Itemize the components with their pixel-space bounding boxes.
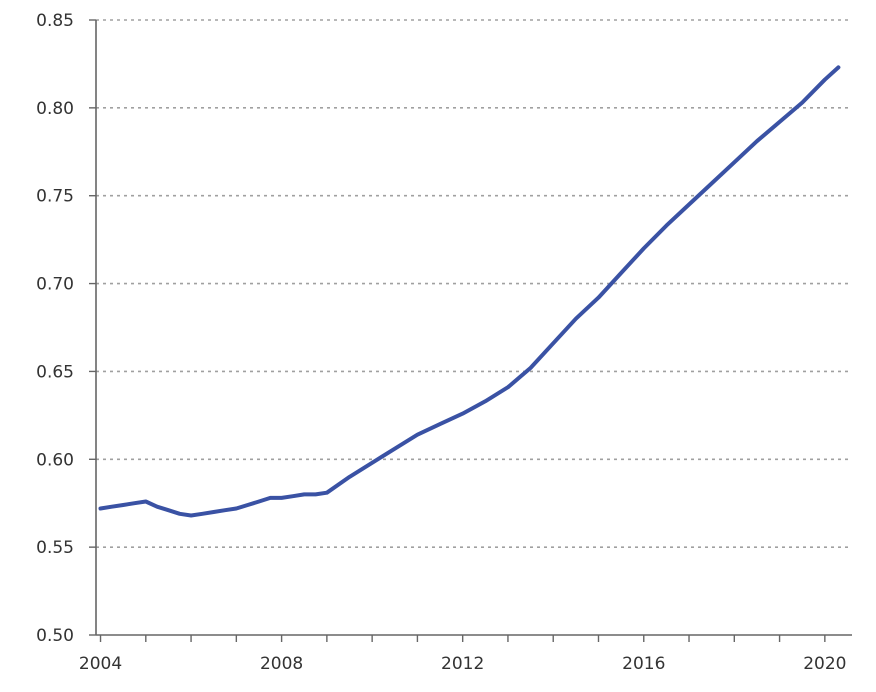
x-tick-label: 2016 bbox=[622, 654, 665, 674]
y-tick-label: 0.60 bbox=[36, 450, 74, 470]
x-tick-label: 2008 bbox=[260, 654, 303, 674]
x-axis-ticks: 2004 2008 2012 2016 2020 bbox=[79, 635, 846, 674]
y-tick-label: 0.70 bbox=[36, 275, 74, 295]
y-tick-label: 0.75 bbox=[36, 187, 74, 207]
x-tick-label: 2020 bbox=[803, 654, 846, 674]
axes bbox=[95, 20, 852, 636]
series-line bbox=[98, 65, 841, 518]
series-layer bbox=[98, 65, 841, 518]
y-tick-label: 0.80 bbox=[36, 99, 74, 119]
y-tick-label: 0.85 bbox=[36, 11, 74, 31]
y-tick-label: 0.50 bbox=[36, 626, 74, 646]
gridlines bbox=[96, 19, 852, 548]
y-tick-label: 0.65 bbox=[36, 362, 74, 382]
y-tick-label: 0.55 bbox=[36, 538, 74, 558]
y-axis-ticks: 0.50 0.55 0.60 0.65 0.70 0.75 0.80 0.85 bbox=[36, 11, 96, 646]
x-tick-label: 2004 bbox=[79, 654, 122, 674]
x-tick-label: 2012 bbox=[441, 654, 484, 674]
